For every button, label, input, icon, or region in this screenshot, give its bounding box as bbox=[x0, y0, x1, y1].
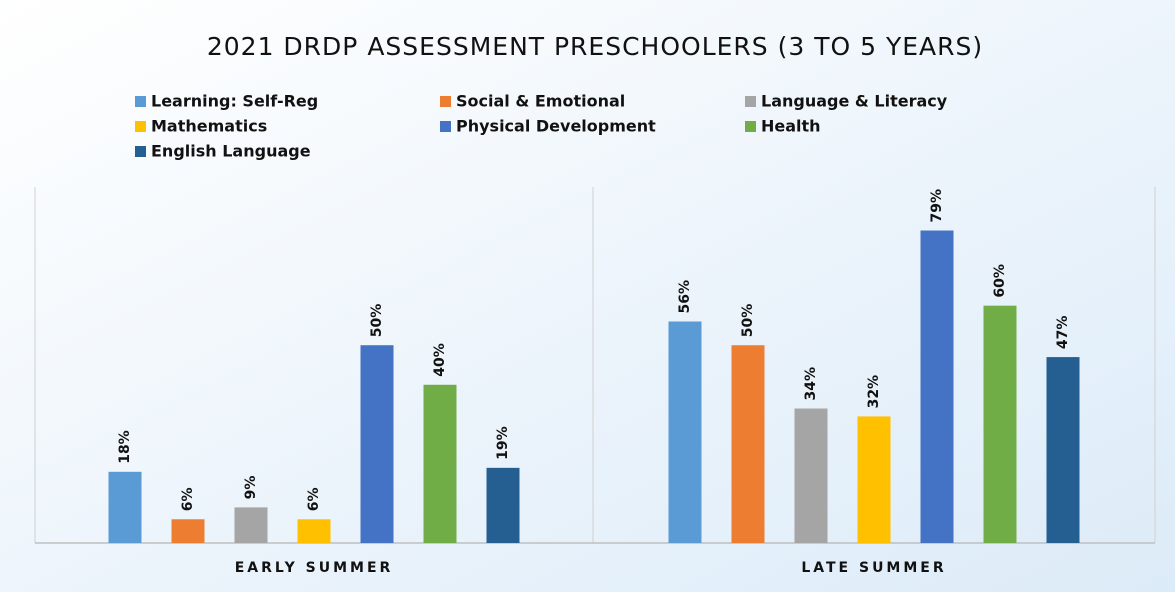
legend-label: Physical Development bbox=[456, 117, 656, 136]
bar bbox=[668, 321, 702, 543]
legend-label: Social & Emotional bbox=[456, 92, 625, 111]
legend-label: Learning: Self-Reg bbox=[151, 92, 318, 111]
value-label: 40% bbox=[432, 343, 448, 377]
value-label: 32% bbox=[866, 375, 882, 409]
legend-swatch bbox=[440, 96, 451, 107]
value-label: 50% bbox=[740, 304, 756, 338]
legend-label: Mathematics bbox=[151, 117, 267, 136]
bar bbox=[234, 507, 268, 543]
legend-label: English Language bbox=[151, 142, 311, 161]
legend-label: Language & Literacy bbox=[761, 92, 948, 111]
legend-swatch bbox=[745, 96, 756, 107]
bar bbox=[920, 230, 954, 543]
legend-swatch bbox=[135, 121, 146, 132]
bar bbox=[297, 519, 331, 543]
bar bbox=[423, 384, 457, 543]
value-label: 6% bbox=[306, 487, 322, 511]
bar bbox=[1046, 357, 1080, 543]
bar bbox=[108, 471, 142, 543]
bar bbox=[486, 467, 520, 543]
legend-swatch bbox=[135, 96, 146, 107]
x-tick-label: LATE SUMMER bbox=[801, 560, 946, 576]
value-label: 47% bbox=[1055, 316, 1071, 350]
bar bbox=[731, 345, 765, 543]
legend-swatch bbox=[745, 121, 756, 132]
value-label: 18% bbox=[117, 430, 133, 464]
value-label: 6% bbox=[180, 487, 196, 511]
value-label: 79% bbox=[929, 189, 945, 223]
value-label: 19% bbox=[495, 426, 511, 460]
legend-label: Health bbox=[761, 117, 821, 136]
x-tick-label: EARLY SUMMER bbox=[235, 560, 394, 576]
legend-swatch bbox=[135, 146, 146, 157]
bar bbox=[794, 408, 828, 543]
chart-title: 2021 DRDP ASSESSMENT PRESCHOOLERS (3 TO … bbox=[207, 32, 983, 61]
value-label: 60% bbox=[992, 264, 1008, 298]
bar bbox=[983, 305, 1017, 543]
value-label: 56% bbox=[677, 280, 693, 314]
bar bbox=[360, 345, 394, 543]
legend-swatch bbox=[440, 121, 451, 132]
bar bbox=[857, 416, 891, 543]
value-label: 9% bbox=[243, 476, 259, 500]
value-label: 50% bbox=[369, 304, 385, 338]
bar bbox=[171, 519, 205, 543]
value-label: 34% bbox=[803, 367, 819, 401]
